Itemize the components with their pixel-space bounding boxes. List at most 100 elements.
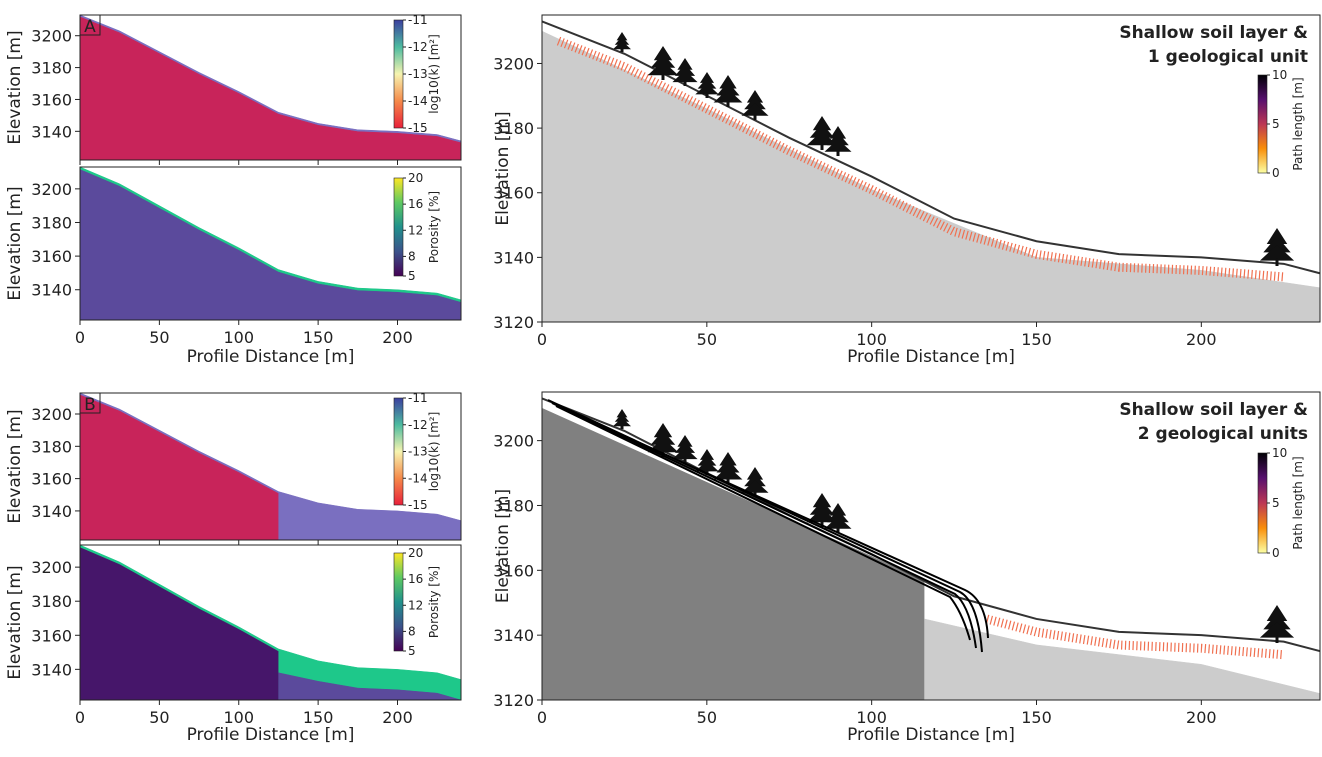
y-tick-label: 3180 — [31, 592, 72, 611]
tree-tier — [1263, 613, 1291, 630]
tree-icon — [1259, 605, 1295, 643]
y-tick-label: 3140 — [31, 502, 72, 521]
x-tick-label: 200 — [1186, 708, 1217, 727]
y-tick-label: 3200 — [31, 180, 72, 199]
tree-tier — [672, 70, 698, 83]
tree-tier — [674, 441, 696, 453]
y-tick-label: 3180 — [31, 213, 72, 232]
y-tick-label: 3160 — [31, 470, 72, 489]
area-fill — [924, 618, 1320, 700]
axes-frame — [79, 14, 462, 161]
plot-area — [80, 393, 461, 540]
tree-tier — [719, 75, 737, 89]
colorbar-tick-label: 8 — [408, 624, 416, 638]
colorbar-tick-label: 5 — [1272, 496, 1280, 510]
axes-frame — [541, 14, 1321, 323]
tree-icon — [613, 409, 631, 429]
tree-trunk — [836, 527, 840, 533]
y-tick-label: 3180 — [31, 437, 72, 456]
area-fill — [80, 394, 279, 540]
y-axis-label: Elevation [m] — [5, 565, 25, 679]
tree-tier — [741, 480, 769, 493]
colorbar-tick-label: 0 — [1272, 546, 1280, 560]
tree-icon — [824, 503, 852, 533]
x-tick-label: 150 — [303, 328, 334, 347]
x-tick-label: 200 — [382, 708, 413, 727]
tree-tier — [744, 473, 766, 487]
y-axis-label: Elevation [m] — [493, 111, 513, 225]
y-tick-label: 3200 — [31, 405, 72, 424]
panel-label: A — [84, 17, 96, 37]
chart-title: Shallow soil layer & — [1119, 23, 1308, 43]
tree-tier — [699, 449, 715, 460]
y-axis-label: Elevation [m] — [493, 489, 513, 603]
tree-trunk — [726, 100, 730, 107]
y-tick-label: 3200 — [493, 54, 534, 73]
tree-tier — [614, 36, 630, 45]
tree-icon — [806, 493, 838, 527]
tree-tier — [695, 460, 719, 472]
tree-tier — [647, 437, 679, 453]
flow-path-deco — [599, 424, 989, 639]
tree-icon — [672, 435, 698, 463]
tree-tier — [1259, 621, 1295, 638]
axes-frame — [541, 391, 1321, 701]
colorbar-tick-label: -14 — [408, 94, 428, 108]
colorbar-label: Porosity [%] — [427, 566, 441, 638]
chart-title: 1 geological unit — [1148, 47, 1308, 67]
axes-frame — [79, 392, 462, 541]
area-fill — [80, 16, 461, 160]
tree-icon — [647, 46, 679, 80]
colorbar-tick-label: -13 — [408, 445, 428, 459]
x-tick-label: 50 — [149, 708, 169, 727]
colorbar — [393, 177, 404, 277]
x-axis-label: Profile Distance [m] — [187, 725, 355, 745]
tree-trunk — [726, 477, 730, 484]
tree-icon — [741, 90, 769, 120]
tree-icon — [695, 72, 719, 98]
colorbar — [1257, 74, 1268, 174]
tree-tier — [616, 409, 628, 418]
colorbar-tick-label: -12 — [408, 418, 428, 432]
area-outline — [278, 672, 461, 700]
tree-tier — [806, 130, 838, 146]
tree-tier — [1266, 228, 1288, 244]
area-outline — [80, 547, 279, 652]
colorbar-tick-label: -14 — [408, 471, 428, 485]
y-axis-label: Elevation [m] — [5, 30, 25, 144]
tree-trunk — [753, 114, 757, 120]
colorbar-tick-label: -11 — [408, 13, 428, 27]
tree-trunk — [820, 520, 824, 527]
colorbar — [1257, 452, 1268, 554]
tree-trunk — [620, 48, 624, 52]
y-tick-label: 3140 — [493, 626, 534, 645]
tree-trunk — [683, 457, 687, 463]
tree-tier — [716, 459, 740, 473]
panel-label-box — [79, 14, 101, 36]
area-fill — [542, 31, 1320, 322]
tree-tier — [613, 40, 631, 50]
x-axis-label: Profile Distance [m] — [847, 725, 1015, 745]
y-tick-label: 3200 — [493, 432, 534, 451]
x-tick-label: 200 — [382, 328, 413, 347]
area-fill — [80, 547, 279, 700]
axes-frame — [79, 166, 462, 321]
tree-tier — [824, 516, 852, 529]
tree-tier — [672, 447, 698, 460]
y-tick-label: 3200 — [31, 558, 72, 577]
tree-trunk — [705, 92, 709, 98]
y-tick-label: 3140 — [31, 281, 72, 300]
x-tick-label: 100 — [223, 708, 254, 727]
colorbar-tick-label: -15 — [408, 121, 428, 135]
colorbar-label: log10(k) [m²] — [427, 412, 441, 492]
y-axis-label: Elevation [m] — [5, 186, 25, 300]
colorbar-tick-label: 5 — [408, 644, 416, 658]
x-tick-label: 50 — [697, 708, 717, 727]
tree-icon — [824, 126, 852, 156]
tree-tier — [1266, 605, 1288, 621]
tree-tier — [827, 509, 849, 523]
colorbar-label: Path length [m] — [1291, 456, 1305, 549]
chart-title: 2 geological units — [1138, 424, 1308, 444]
colorbar-tick-label: 12 — [408, 598, 423, 612]
plot-area — [80, 545, 461, 700]
